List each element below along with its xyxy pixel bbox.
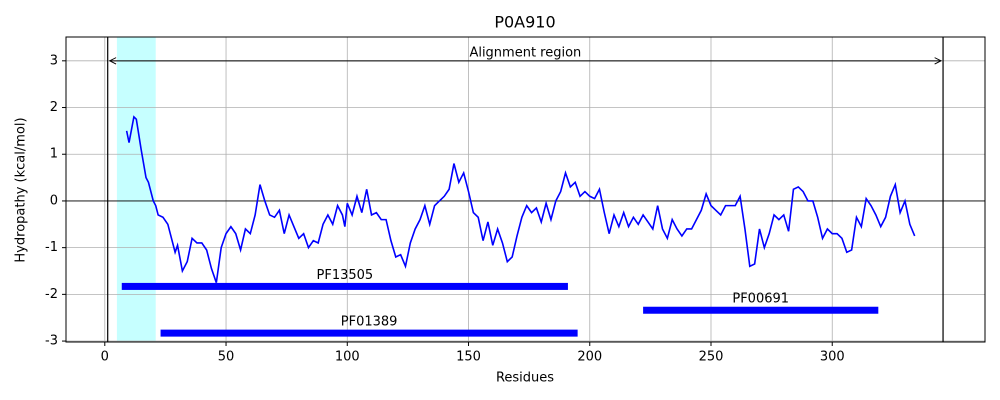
domain-bar [643, 306, 879, 314]
domain-bar [121, 282, 568, 290]
x-tick-label: 50 [218, 350, 235, 365]
y-tick-label: -1 [45, 240, 58, 255]
y-tick-label: 0 [50, 193, 58, 208]
chart-title: P0A910 [494, 13, 555, 32]
y-tick-label: -2 [45, 287, 58, 302]
x-tick-label: 100 [335, 350, 360, 365]
domain-bar [160, 329, 578, 337]
x-tick-label: 0 [101, 350, 109, 365]
y-tick-label: -3 [45, 334, 58, 349]
y-tick-label: 1 [50, 147, 58, 162]
alignment-label: Alignment region [469, 45, 581, 60]
y-tick-label: 2 [50, 100, 58, 115]
plot-frame [65, 36, 986, 343]
x-tick-label: 200 [577, 350, 602, 365]
domain-label: PF13505 [317, 268, 374, 283]
hydropathy-line [125, 115, 916, 283]
x-tick-label: 250 [699, 350, 724, 365]
x-tick-label: 150 [456, 350, 481, 365]
y-axis-label: Hydropathy (kcal/mol) [14, 117, 29, 262]
x-axis-label: Residues [496, 371, 554, 386]
domain-label: PF00691 [732, 292, 789, 307]
highlight-span [116, 37, 156, 342]
domain-label: PF01389 [341, 315, 398, 330]
x-tick-label: 300 [820, 350, 845, 365]
y-tick-label: 3 [50, 53, 58, 68]
